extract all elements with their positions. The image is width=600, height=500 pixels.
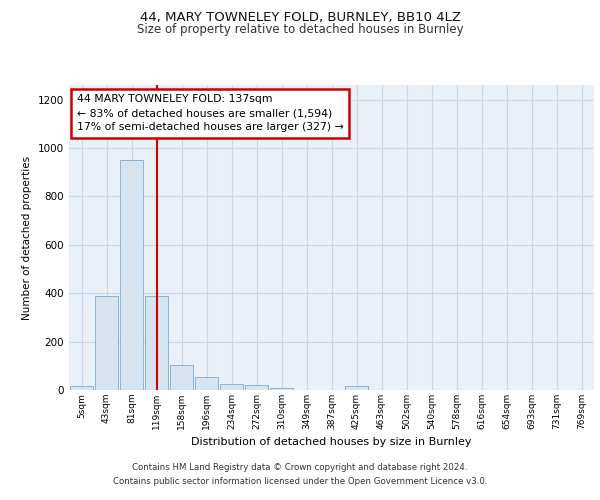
Text: 44, MARY TOWNELEY FOLD, BURNLEY, BB10 4LZ: 44, MARY TOWNELEY FOLD, BURNLEY, BB10 4L…: [139, 11, 461, 24]
X-axis label: Distribution of detached houses by size in Burnley: Distribution of detached houses by size …: [191, 438, 472, 448]
Bar: [195, 376, 218, 390]
Bar: [270, 388, 293, 390]
Bar: [95, 296, 118, 390]
Bar: [245, 385, 268, 390]
Text: Contains HM Land Registry data © Crown copyright and database right 2024.: Contains HM Land Registry data © Crown c…: [132, 464, 468, 472]
Text: Contains public sector information licensed under the Open Government Licence v3: Contains public sector information licen…: [113, 477, 487, 486]
Text: Size of property relative to detached houses in Burnley: Size of property relative to detached ho…: [137, 22, 463, 36]
Bar: [345, 386, 368, 390]
Text: 44 MARY TOWNELEY FOLD: 137sqm
← 83% of detached houses are smaller (1,594)
17% o: 44 MARY TOWNELEY FOLD: 137sqm ← 83% of d…: [77, 94, 344, 132]
Bar: [70, 386, 93, 390]
Bar: [145, 296, 168, 390]
Bar: [220, 384, 243, 390]
Bar: [170, 364, 193, 390]
Y-axis label: Number of detached properties: Number of detached properties: [22, 156, 32, 320]
Bar: [120, 160, 143, 390]
